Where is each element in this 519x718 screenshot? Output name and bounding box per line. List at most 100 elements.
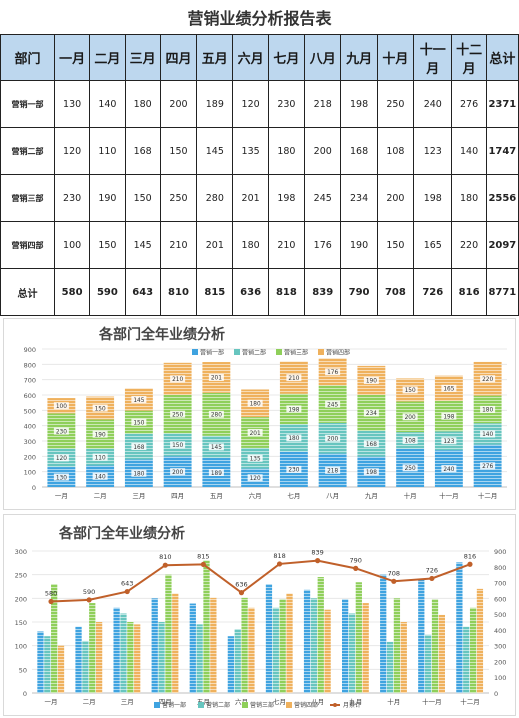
y-tick-label: 150 — [15, 619, 27, 627]
legend-line-marker — [333, 703, 337, 707]
x-tick-label: 一月 — [45, 698, 58, 706]
legend-swatch — [234, 349, 240, 355]
bar — [438, 614, 445, 693]
x-tick-label: 十月 — [387, 697, 400, 706]
data-label: 280 — [211, 413, 222, 419]
value-cell: 123 — [413, 127, 453, 175]
bar — [355, 582, 362, 693]
value-cell: 140 — [89, 80, 126, 128]
bar — [317, 577, 324, 693]
data-label-bg — [480, 405, 496, 413]
y2-tick-label: 300 — [494, 643, 506, 651]
value-cell: 120 — [53, 127, 91, 175]
data-label-bg — [286, 465, 302, 473]
data-label: 145 — [211, 445, 222, 451]
combo-chart: 各部门全年业绩分析 0 50 100 150 200 250 300 0 100 200 300 400… — [3, 514, 516, 716]
bar — [134, 624, 141, 693]
data-label-bg — [402, 386, 418, 394]
data-label-bg — [286, 374, 302, 382]
sum-row: 总计 580 590 643 810 815 636 818 839 790 708 726 816 87… — [0, 268, 519, 316]
line-data-label: 643 — [121, 580, 133, 588]
data-label-bg — [286, 405, 302, 413]
value-cell: 218 — [304, 80, 342, 128]
table-row: 营销四部 100 150 145 210 201 180 210 176 190 150 165 220… — [0, 221, 519, 269]
data-label-bg — [363, 376, 379, 384]
header-cell: 十一月 — [413, 34, 453, 81]
line-data-label: 815 — [197, 552, 209, 560]
data-label: 135 — [250, 457, 261, 463]
dept-cell: 营销二部 — [0, 127, 55, 175]
value-cell: 168 — [124, 127, 161, 175]
legend-swatch — [154, 702, 160, 708]
x-tick-label: 一月 — [55, 492, 68, 500]
data-label-bg — [53, 454, 69, 462]
total-cell: 1747 — [485, 127, 519, 175]
value-cell: 250 — [376, 80, 415, 128]
bar — [82, 640, 89, 693]
data-label: 150 — [172, 443, 183, 449]
value-cell: 230 — [267, 80, 306, 128]
performance-table: 部门 一月 二月 三月 四月 五月 六月 七月 八月 九月 十月 十一月 十二月 总计 营销一部 130 14… — [0, 34, 519, 316]
data-label-bg — [247, 428, 263, 436]
y-tick-label: 250 — [15, 572, 27, 580]
value-cell: 200 — [159, 80, 198, 128]
data-label: 200 — [405, 415, 416, 421]
y-tick-label: 600 — [24, 392, 36, 400]
data-label-bg — [480, 462, 496, 470]
bar — [348, 613, 356, 693]
x-tick-label: 三月 — [132, 492, 145, 500]
bar — [310, 598, 318, 693]
y-tick-label: 200 — [24, 453, 36, 461]
line-point — [238, 590, 245, 596]
x-tick-label: 十二月 — [460, 697, 480, 706]
y-tick-label: 100 — [24, 469, 36, 477]
y-tick-label: 100 — [15, 643, 27, 651]
bar — [158, 622, 165, 693]
line-data-label: 810 — [159, 553, 171, 561]
sum-value-cell: 818 — [267, 268, 306, 316]
value-cell: 180 — [451, 174, 487, 222]
x-tick-label: 九月 — [349, 697, 362, 706]
x-tick-label: 十月 — [404, 491, 417, 500]
bar — [476, 588, 484, 693]
legend-label: 营销二部 — [242, 349, 266, 357]
bar — [400, 622, 407, 693]
sum-value-cell: 839 — [304, 268, 342, 316]
sum-value-cell: 790 — [340, 268, 378, 316]
dept-cell: 营销一部 — [0, 80, 55, 128]
y-tick-label: 400 — [24, 423, 36, 431]
data-label: 198 — [288, 407, 299, 413]
data-label-bg — [286, 434, 302, 442]
data-label-bg — [402, 413, 418, 421]
value-cell: 150 — [376, 221, 415, 269]
value-cell: 210 — [267, 221, 306, 269]
y2-tick-label: 600 — [494, 595, 506, 603]
y2-tick-label: 700 — [494, 580, 506, 588]
value-cell: 140 — [451, 127, 487, 175]
value-cell: 200 — [376, 174, 415, 222]
data-label-bg — [402, 464, 418, 472]
data-label: 180 — [482, 408, 493, 414]
line-point — [48, 598, 54, 605]
data-label-bg — [131, 396, 147, 404]
sum-value-cell: 590 — [89, 268, 126, 316]
sum-value-cell: 816 — [451, 268, 487, 316]
data-label: 190 — [95, 432, 106, 438]
value-cell: 201 — [232, 174, 269, 222]
data-label-bg — [441, 465, 457, 473]
value-cell: 190 — [340, 221, 378, 269]
data-label-bg — [325, 368, 341, 376]
data-label: 276 — [482, 464, 493, 470]
line-series — [51, 559, 471, 603]
data-label-bg — [325, 466, 341, 474]
data-label: 180 — [250, 402, 261, 408]
bar — [324, 609, 331, 693]
data-label-bg — [208, 469, 224, 477]
legend-label: 营销三部 — [250, 701, 274, 709]
value-cell: 108 — [376, 127, 415, 175]
x-tick-label: 九月 — [365, 491, 378, 500]
dept-cell: 营销四部 — [0, 221, 55, 269]
value-cell: 150 — [89, 221, 126, 269]
line-data-label: 590 — [83, 588, 95, 596]
data-label: 230 — [56, 429, 67, 435]
